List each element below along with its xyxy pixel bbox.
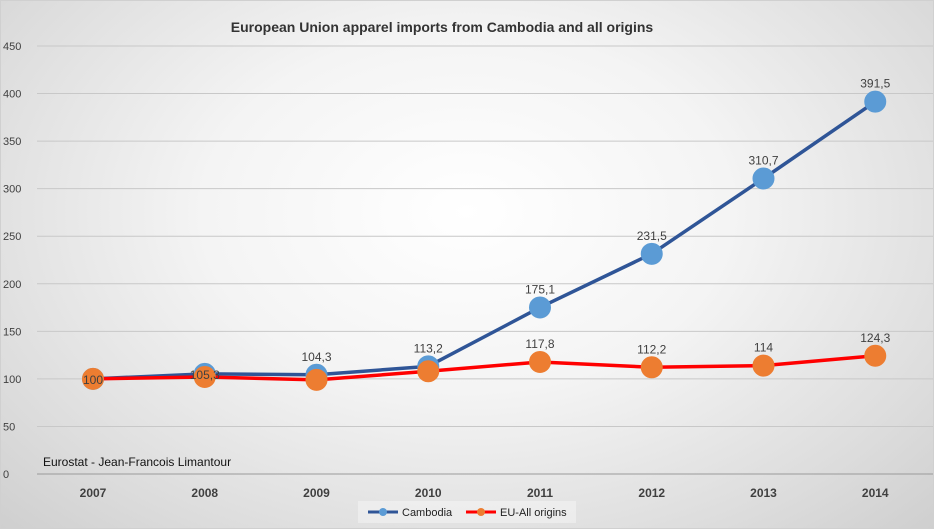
data-label: 124,3 bbox=[860, 331, 890, 345]
data-label: 113,2 bbox=[414, 341, 443, 355]
x-tick-label: 2012 bbox=[638, 486, 665, 500]
data-label: 100 bbox=[83, 373, 103, 387]
y-tick-label: 250 bbox=[3, 231, 21, 243]
data-label: 231,5 bbox=[637, 229, 667, 243]
series-0-point bbox=[752, 167, 775, 190]
gridlines bbox=[37, 45, 933, 475]
series-1-point bbox=[752, 354, 775, 377]
y-tick-label: 200 bbox=[3, 279, 21, 291]
data-label: 114 bbox=[754, 341, 773, 355]
x-axis-ticks: 2007 2008 2009 2010 2011 2012 2013 2014 bbox=[80, 486, 889, 500]
series-1-point bbox=[640, 356, 663, 379]
series-1-point bbox=[193, 365, 216, 388]
series-1-point bbox=[864, 344, 887, 367]
data-label: 104,3 bbox=[301, 350, 331, 364]
x-tick-label: 2010 bbox=[415, 486, 442, 500]
series-0-point bbox=[529, 296, 551, 319]
y-tick-label: 100 bbox=[3, 374, 21, 386]
data-label: 105,3 bbox=[190, 368, 220, 382]
data-label: 310,7 bbox=[748, 153, 778, 167]
data-labels: 105,3 104,3 113,2 175,1 231,5 310,7 391,5 100 11… bbox=[83, 77, 891, 387]
series-0-point bbox=[640, 242, 663, 265]
data-label: 391,5 bbox=[860, 77, 890, 91]
y-tick-label: 400 bbox=[3, 89, 21, 101]
x-tick-label: 2011 bbox=[527, 486, 553, 500]
series-layer bbox=[82, 90, 887, 391]
legend-marker-0 bbox=[379, 508, 387, 516]
x-tick-label: 2013 bbox=[750, 486, 777, 500]
series-1-point bbox=[529, 350, 551, 373]
series-1-point bbox=[305, 368, 328, 391]
x-tick-label: 2009 bbox=[303, 486, 330, 500]
source-annotation: Eurostat - Jean-Francois Limantour bbox=[43, 455, 231, 469]
chart-title: European Union apparel imports from Camb… bbox=[231, 19, 654, 35]
y-tick-label: 300 bbox=[3, 184, 21, 196]
data-label: 175,1 bbox=[525, 282, 555, 296]
data-label: 112,2 bbox=[637, 342, 666, 356]
series-1-point bbox=[82, 367, 104, 390]
legend-label-0: Cambodia bbox=[402, 507, 453, 519]
x-tick-label: 2014 bbox=[862, 486, 889, 500]
x-tick-label: 2007 bbox=[80, 486, 107, 500]
data-label: 117,8 bbox=[525, 337, 554, 351]
y-tick-label: 150 bbox=[3, 326, 21, 338]
y-tick-label: 50 bbox=[3, 421, 15, 433]
y-tick-label: 350 bbox=[3, 136, 21, 148]
legend-marker-1 bbox=[477, 508, 485, 516]
series-line-1 bbox=[92, 354, 876, 382]
legend-label-1: EU-All origins bbox=[500, 507, 567, 519]
series-line-0 bbox=[92, 100, 877, 381]
series-1-point bbox=[417, 360, 440, 383]
y-axis-ticks: 0 50 100 150 200 250 300 350 400 450 bbox=[3, 41, 21, 481]
x-tick-label: 2008 bbox=[191, 486, 218, 500]
y-tick-label: 450 bbox=[3, 41, 21, 53]
y-tick-label: 0 bbox=[3, 469, 9, 481]
legend[interactable]: Cambodia EU-All origins bbox=[358, 501, 576, 523]
series-0-point bbox=[864, 90, 887, 113]
